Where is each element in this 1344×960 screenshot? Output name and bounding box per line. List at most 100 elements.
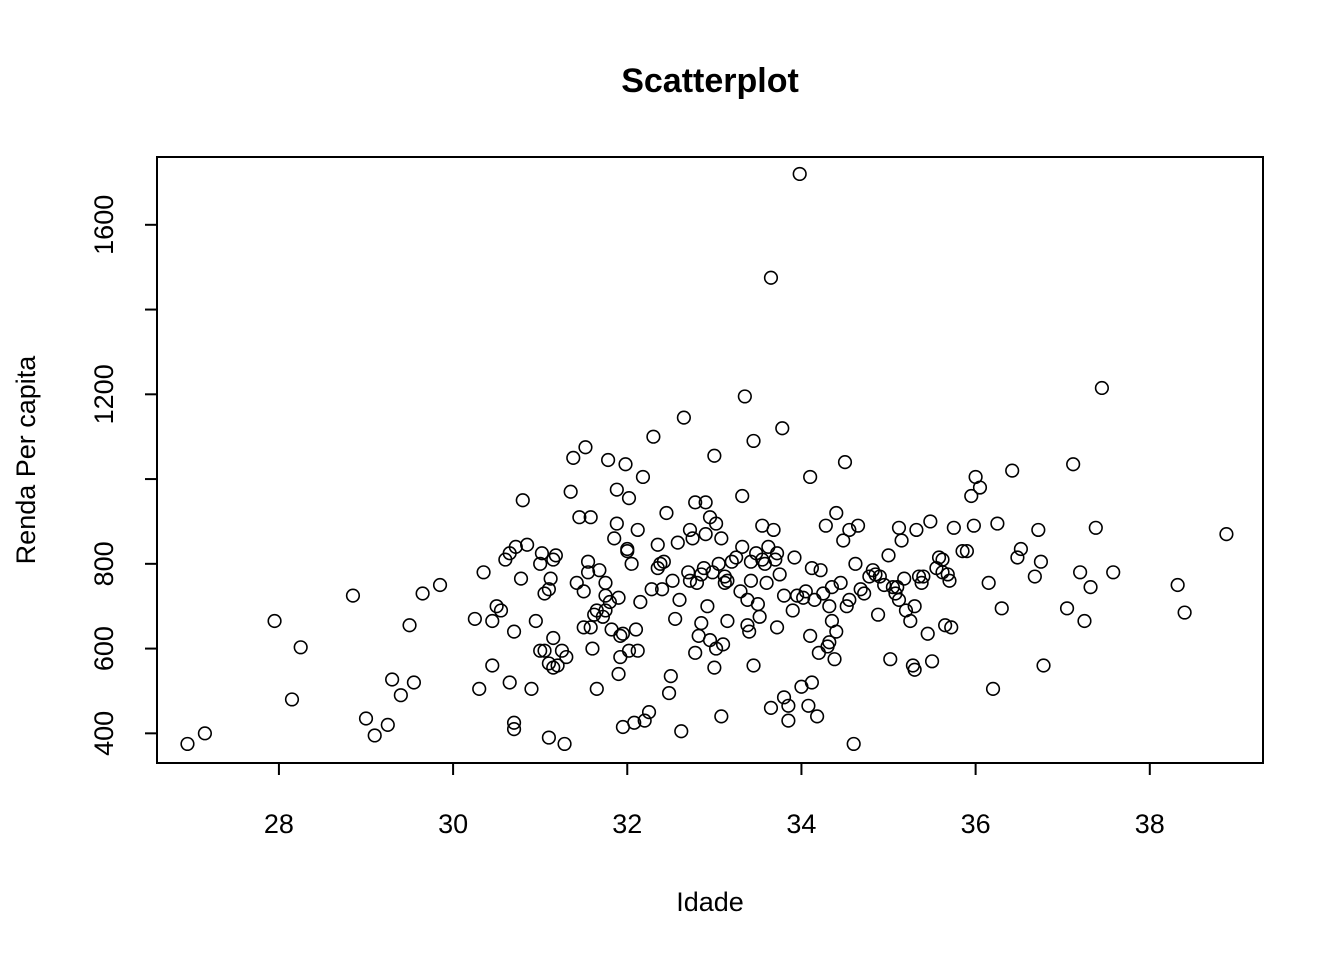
data-point [393,688,408,703]
data-point [768,552,783,567]
data-point [665,573,680,588]
data-point [804,560,819,576]
data-point [750,596,765,612]
data-point [624,556,639,571]
data-point [653,556,668,571]
data-point [708,641,724,656]
data-point [572,510,587,525]
data-point [541,582,556,597]
data-point [914,575,929,590]
data-point [569,575,584,590]
data-point [944,620,959,635]
data-point [566,450,581,465]
data-point [763,270,779,285]
data-point [796,590,811,605]
data-point [776,690,792,705]
data-point [714,709,729,724]
data-point [920,626,935,641]
data-point [613,649,628,665]
data-point [798,584,813,599]
data-point [735,539,750,554]
data-point [759,575,774,590]
data-point [1066,457,1081,472]
data-point [742,624,757,639]
data-point [903,613,918,629]
y-axis-label: Renda Per capita [11,355,41,565]
data-point [829,624,844,639]
data-point [803,469,818,485]
data-point [775,421,790,436]
data-point [935,552,950,567]
data-point [644,582,659,597]
data-point [578,440,593,455]
data-point [694,616,709,631]
data-point [550,658,565,673]
y-tick-label: 800 [89,541,119,586]
data-point [842,592,857,607]
data-point [776,588,792,603]
data-point [528,613,543,629]
data-point [781,698,796,713]
data-point [789,588,805,603]
data-point [583,620,598,635]
data-point [972,480,988,495]
data-point [772,567,787,582]
data-point [811,645,826,660]
x-tick-label: 36 [961,809,991,839]
data-point [267,613,282,629]
data-point [485,658,500,673]
data-point [548,548,563,563]
data-point [415,586,430,601]
data-point [513,571,529,586]
x-tick-label: 28 [264,809,294,839]
data-point [656,554,671,569]
data-point [916,569,931,584]
data-points [180,166,1234,752]
data-point [839,599,854,614]
data-point [1033,554,1049,569]
data-point [803,628,818,643]
data-point [689,575,705,590]
data-point [1219,527,1234,542]
data-point [1088,520,1103,535]
data-point [804,675,819,690]
data-point [380,717,395,732]
data-point [537,586,552,601]
data-point [682,522,698,538]
data-point [740,618,755,633]
data-point [557,736,572,752]
data-point [1031,522,1046,538]
data-point [1094,380,1109,396]
data-point [827,652,842,667]
data-point [872,569,887,584]
data-point [670,535,685,550]
data-point [781,713,796,728]
x-tick-label: 38 [1135,809,1165,839]
data-point [1005,463,1020,478]
data-point [630,522,645,538]
data-point [994,601,1009,616]
plot-frame [156,156,1264,764]
data-point [909,522,924,538]
data-point [836,533,851,548]
data-point [485,613,500,629]
data-point [615,626,631,641]
data-point [946,520,961,535]
data-point [345,588,361,603]
data-point [717,575,732,590]
data-point [720,613,735,629]
data-point [942,573,957,588]
data-point [746,433,761,449]
x-tick-label: 30 [438,809,468,839]
data-point [663,669,678,684]
data-point [981,575,996,590]
data-point [402,618,417,633]
data-point [813,563,828,578]
data-point [698,527,713,542]
data-point [850,518,866,533]
data-point [585,641,600,656]
data-point [1170,577,1185,593]
data-point [959,544,975,559]
data-point [611,590,626,605]
data-point [801,698,816,713]
